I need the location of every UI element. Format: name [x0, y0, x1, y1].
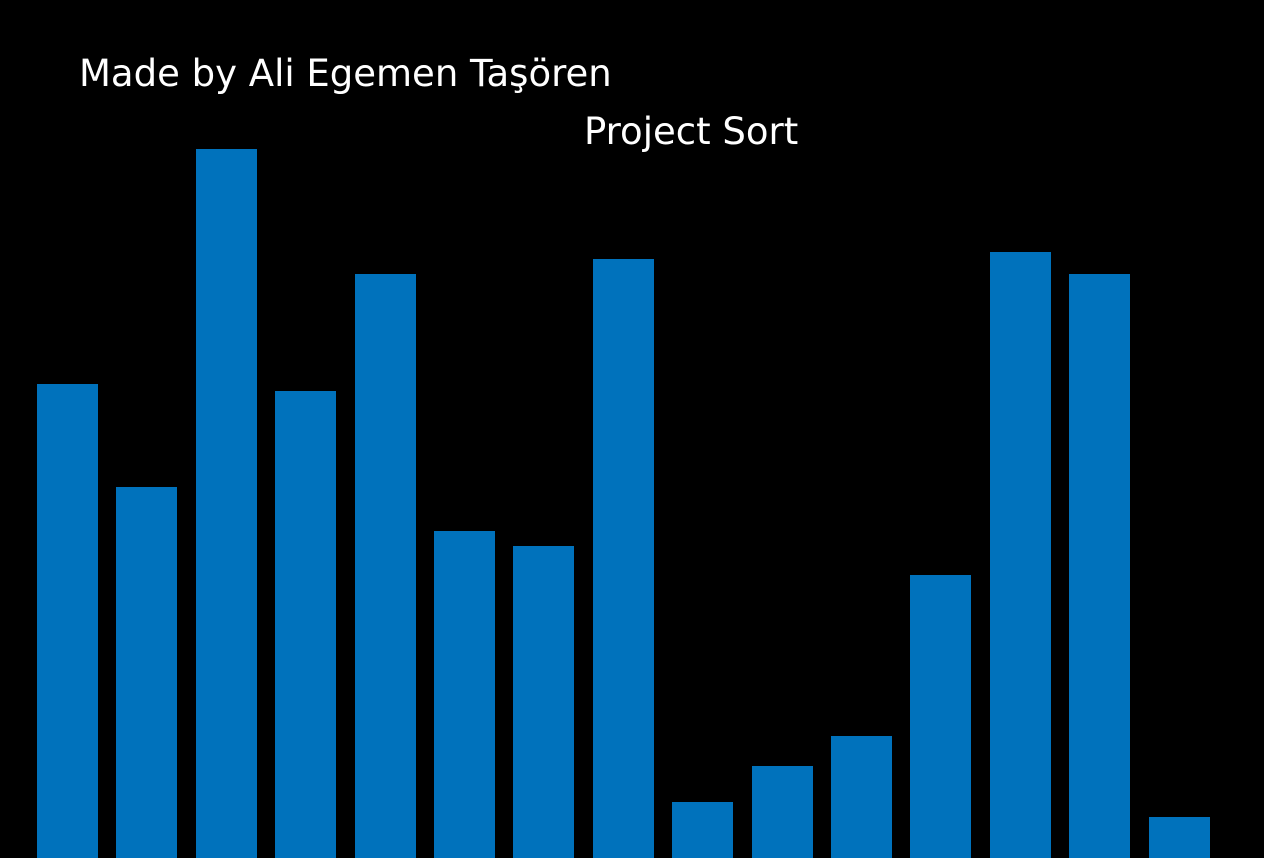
project-title-label: Project Sort — [584, 110, 799, 153]
array-bar-9 — [672, 802, 733, 858]
array-bar-4 — [275, 391, 336, 858]
array-bar-5 — [355, 274, 416, 858]
array-bar-12 — [910, 575, 971, 858]
array-bar-15 — [1149, 817, 1210, 858]
array-bar-8 — [593, 259, 654, 858]
array-bar-2 — [116, 487, 177, 858]
array-bar-11 — [831, 736, 892, 858]
array-bar-14 — [1069, 274, 1130, 858]
author-credit-label: Made by Ali Egemen Taşören — [79, 52, 612, 95]
array-bar-7 — [513, 546, 574, 858]
array-bar-10 — [752, 766, 813, 858]
array-bar-1 — [37, 384, 98, 858]
array-bar-6 — [434, 531, 495, 858]
array-bar-13 — [990, 252, 1051, 858]
array-bar-3 — [196, 149, 257, 858]
